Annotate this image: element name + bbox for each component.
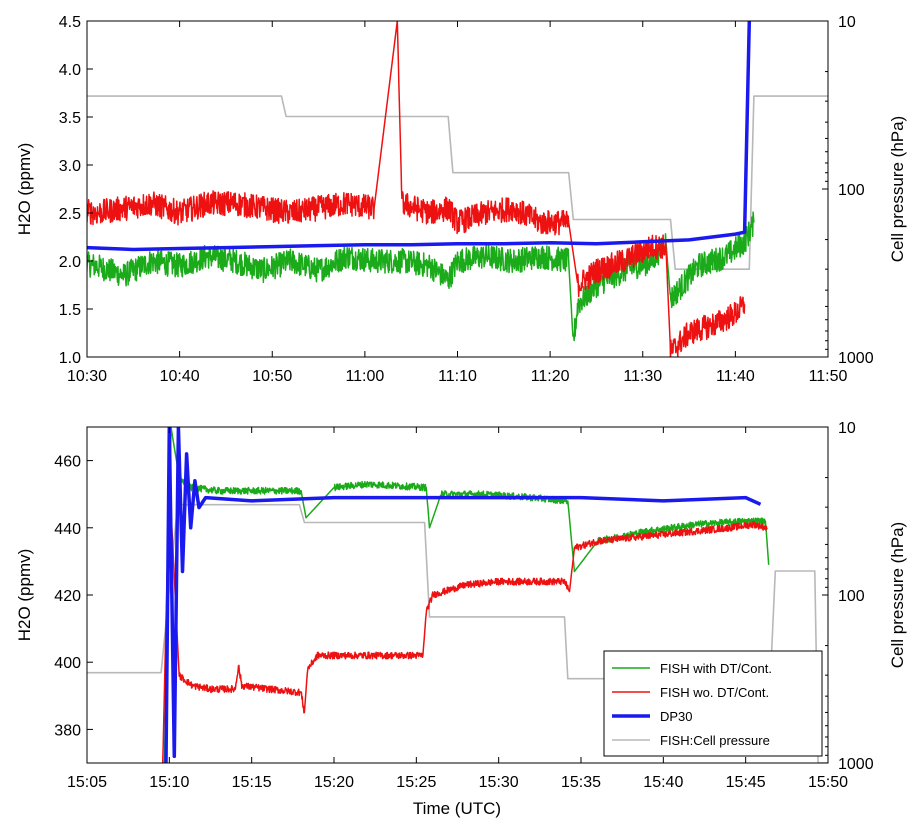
top-y-tick-label: 4.5 [59,14,81,31]
top-y-tick-label: 1.5 [59,302,81,319]
bottom-y-axis-title: H2O (ppmv) [15,549,34,642]
top-plot-frame [86,20,829,358]
bottom-y2-tick-label: 100 [838,588,865,605]
bottom-series-line-dp30 [164,427,762,763]
top-x-tick-label: 11:10 [438,368,477,385]
top-x-tick-label: 11:20 [531,368,570,385]
top-axes: 10:30 10:40 10:50 11:00 11:10 11:20 11:30 11:40… [59,14,874,385]
bottom-series-line-fish-with-dt-cont- [163,427,770,763]
bottom-x-tick-label: 15:45 [726,774,766,791]
top-y-tick-label: 1.0 [59,350,81,367]
top-series-line-fish-with-dt-cont- [87,211,755,342]
bottom-y-tick-label: 420 [54,588,81,605]
legend-label: FISH with DT/Cont. [660,661,772,676]
legend-label: DP30 [660,709,693,724]
top-y2-tick-label: 1000 [838,350,874,367]
bottom-y2-tick-label: 10 [838,420,856,437]
legend-label: FISH wo. DT/Cont. [660,685,769,700]
bottom-axes: 15:05 15:10 15:15 15:20 15:25 15:30 15:35 15:40… [54,420,873,791]
top-x-tick-label: 10:40 [160,368,200,385]
bottom-x-tick-label: 15:25 [396,774,436,791]
legend: FISH with DT/Cont. FISH wo. DT/Cont. DP30 F… [603,650,823,757]
bottom-x-tick-label: 15:15 [232,774,272,791]
top-series-group [87,21,828,357]
top-x-tick-label: 10:30 [67,368,107,385]
legend-label: FISH:Cell pressure [660,733,770,748]
top-y-axis-title: H2O (ppmv) [15,143,34,236]
legend-entries: FISH with DT/Cont. FISH wo. DT/Cont. DP30 F… [612,661,772,748]
top-y2-axis-title: Cell pressure (hPa) [888,116,907,262]
bottom-panel: 15:05 15:10 15:15 15:20 15:25 15:30 15:35 15:40… [15,420,907,818]
bottom-y-tick-label: 380 [54,722,81,739]
top-series-line-fish-wo-dt-cont- [87,21,746,357]
top-x-tick-label: 11:00 [345,368,384,385]
bottom-x-tick-label: 15:50 [808,774,848,791]
top-y2-tick-label: 100 [838,182,865,199]
bottom-y-tick-label: 400 [54,655,81,672]
top-panel: 10:30 10:40 10:50 11:00 11:10 11:20 11:30 11:40… [15,14,907,385]
top-x-tick-label: 10:50 [252,368,292,385]
bottom-x-tick-label: 15:05 [67,774,107,791]
bottom-series-group [87,427,828,763]
bottom-x-tick-label: 15:35 [561,774,601,791]
top-y-tick-label: 3.0 [59,158,81,175]
x-axis-title: Time (UTC) [413,799,501,818]
bottom-x-tick-label: 15:40 [643,774,683,791]
bottom-x-tick-label: 15:20 [314,774,354,791]
top-x-tick-label: 11:30 [623,368,662,385]
bottom-x-tick-label: 15:30 [479,774,519,791]
top-y-tick-label: 4.0 [59,62,81,79]
bottom-x-tick-label: 15:10 [149,774,189,791]
bottom-y2-tick-label: 1000 [838,756,874,773]
top-y2-tick-label: 10 [838,14,856,31]
bottom-y-tick-label: 440 [54,521,81,538]
bottom-y-tick-label: 460 [54,454,81,471]
bottom-series-line-fish-wo-dt-cont- [161,476,768,763]
top-x-tick-label: 11:50 [809,368,848,385]
top-y-tick-label: 2.5 [59,206,81,223]
top-y-tick-label: 3.5 [59,110,81,127]
top-series-line-dp30 [87,21,752,252]
top-y-tick-label: 2.0 [59,254,81,271]
bottom-y2-axis-title: Cell pressure (hPa) [888,522,907,668]
top-x-tick-label: 11:40 [716,368,755,385]
